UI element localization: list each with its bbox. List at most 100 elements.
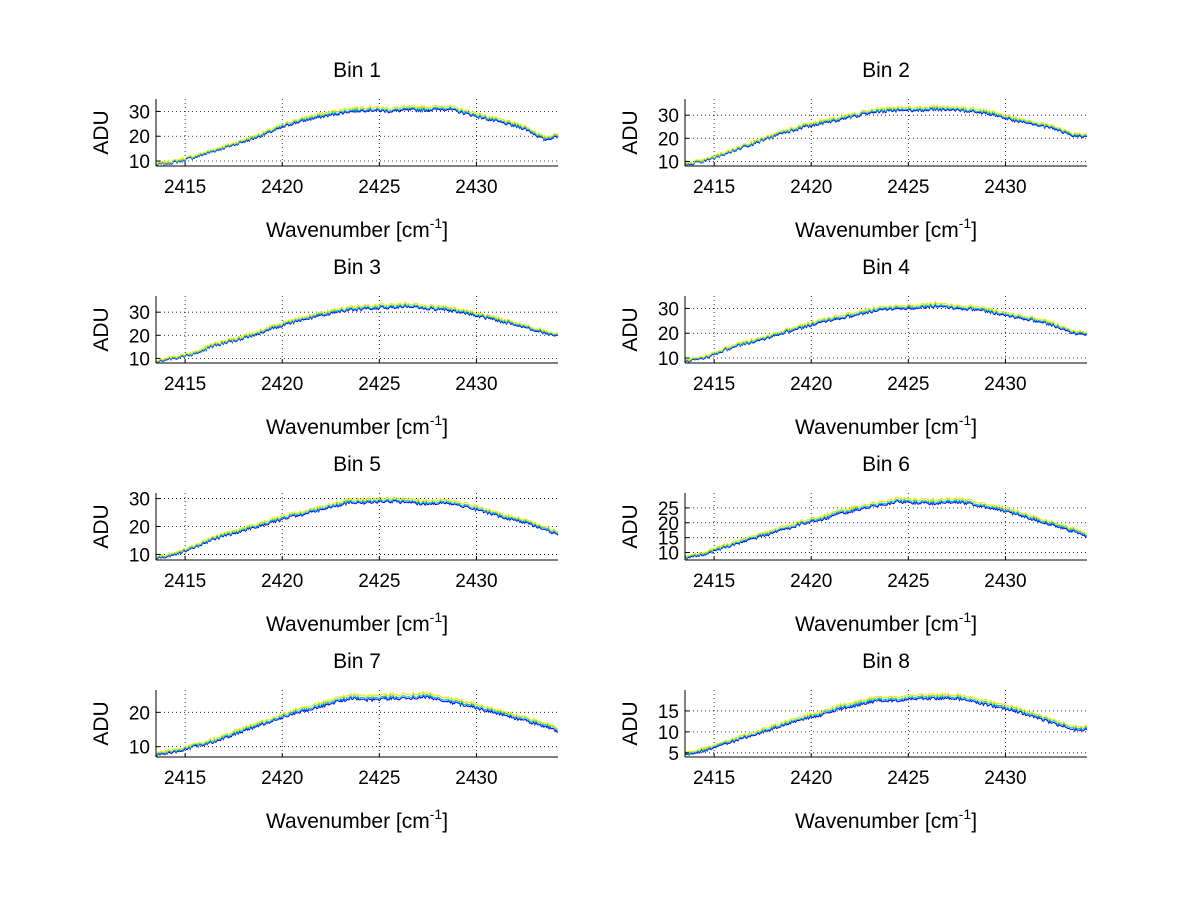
x-axis-label: Wavenumber [cm-1] [795, 412, 977, 439]
x-axis-label-main: Wavenumber [cm [795, 416, 959, 439]
subplot-title: Bin 7 [333, 650, 381, 673]
x-tick-label: 2425 [887, 374, 929, 395]
x-axis-label-close: ] [971, 416, 977, 439]
x-tick-label: 2430 [455, 177, 497, 198]
y-axis-label: ADU [619, 504, 642, 548]
x-axis-label-superscript: -1 [430, 609, 443, 625]
x-tick-label: 2425 [887, 177, 929, 198]
y-axis-label: ADU [619, 701, 642, 745]
subplot-title: Bin 8 [862, 650, 910, 673]
y-tick-label: 10 [658, 152, 679, 173]
x-axis-label-main: Wavenumber [cm [266, 810, 430, 833]
series-line-2 [155, 498, 559, 560]
series-line-1 [155, 499, 559, 560]
series-line-2 [155, 106, 559, 166]
y-axis-label: ADU [90, 307, 113, 351]
y-tick-label: 30 [658, 106, 679, 127]
x-tick-label: 2430 [984, 768, 1026, 789]
subplot-4: 2415 2420 2425 2430 10 20 30 Bin 4 ADU Wavenumber… [619, 256, 1088, 439]
x-tick-label: 2430 [984, 374, 1026, 395]
x-axis-label: Wavenumber [cm-1] [795, 609, 977, 636]
y-tick-label: 15 [658, 529, 679, 550]
x-axis-label-main: Wavenumber [cm [266, 416, 430, 439]
y-tick-label: 30 [129, 303, 150, 324]
x-axis-label: Wavenumber [cm-1] [266, 609, 448, 636]
subplot-7: 2415 2420 2425 2430 10 20 Bin 7 ADU Wavenumber [… [90, 650, 559, 833]
y-axis-label: ADU [90, 110, 113, 154]
plot-area [685, 493, 1087, 560]
x-axis-label-superscript: -1 [959, 412, 972, 428]
series-line-3 [155, 301, 558, 363]
y-tick-label: 20 [658, 324, 679, 345]
x-axis-label-close: ] [442, 810, 448, 833]
x-tick-label: 2425 [887, 768, 929, 789]
x-axis-label: Wavenumber [cm-1] [795, 215, 977, 242]
x-axis-label-main: Wavenumber [cm [266, 613, 430, 636]
y-tick-label: 10 [658, 723, 679, 744]
subplot-title: Bin 1 [333, 59, 381, 82]
plot-area [156, 690, 558, 757]
y-tick-label: 20 [129, 703, 150, 724]
x-axis-label-close: ] [971, 219, 977, 242]
x-axis-label-main: Wavenumber [cm [795, 219, 959, 242]
x-axis-label-superscript: -1 [959, 806, 972, 822]
x-tick-label: 2415 [164, 571, 206, 592]
x-axis-label-close: ] [971, 613, 977, 636]
x-tick-label: 2430 [455, 571, 497, 592]
x-axis-label-main: Wavenumber [cm [266, 219, 430, 242]
y-tick-label: 25 [658, 499, 679, 520]
x-axis-label-superscript: -1 [430, 215, 443, 231]
series-line-1 [155, 695, 559, 757]
y-tick-label: 10 [658, 544, 679, 565]
series-line-1 [684, 499, 1088, 561]
x-axis-label-superscript: -1 [430, 806, 443, 822]
y-axis-label: ADU [90, 504, 113, 548]
series-line-3 [684, 300, 1088, 362]
x-axis-label-close: ] [971, 810, 977, 833]
y-tick-label: 10 [129, 152, 150, 173]
y-tick-label: 10 [129, 738, 150, 759]
x-axis-label: Wavenumber [cm-1] [795, 806, 977, 833]
x-axis-label-superscript: -1 [430, 412, 443, 428]
series-line-2 [684, 694, 1088, 756]
x-tick-label: 2420 [790, 768, 832, 789]
subplot-title: Bin 2 [862, 59, 910, 82]
x-tick-label: 2420 [261, 177, 303, 198]
x-tick-label: 2415 [693, 571, 735, 592]
x-tick-label: 2430 [984, 177, 1026, 198]
series-line-3 [155, 496, 559, 559]
y-tick-label: 20 [658, 514, 679, 535]
x-tick-label: 2425 [358, 374, 400, 395]
x-tick-label: 2425 [887, 571, 929, 592]
x-tick-label: 2425 [358, 571, 400, 592]
series-line-3 [155, 104, 559, 166]
subplot-1: 2415 2420 2425 2430 10 20 30 Bin 1 ADU Wavenumber… [90, 59, 559, 242]
x-tick-label: 2420 [790, 571, 832, 592]
series-line-3 [155, 690, 559, 755]
x-tick-label: 2420 [261, 374, 303, 395]
x-tick-label: 2420 [261, 571, 303, 592]
y-axis-label: ADU [90, 701, 113, 745]
x-axis-label-close: ] [442, 219, 448, 242]
x-axis-label: Wavenumber [cm-1] [266, 412, 448, 439]
series-line-3 [684, 496, 1088, 559]
x-tick-label: 2430 [455, 374, 497, 395]
y-tick-label: 10 [129, 349, 150, 370]
series-line-2 [155, 302, 558, 363]
x-tick-label: 2425 [358, 177, 400, 198]
y-tick-label: 30 [129, 490, 150, 511]
x-tick-label: 2415 [164, 768, 206, 789]
plot-area [156, 296, 558, 363]
y-axis-label: ADU [619, 110, 642, 154]
series-line-2 [684, 498, 1088, 560]
y-tick-label: 15 [658, 702, 679, 723]
y-tick-label: 20 [129, 326, 150, 347]
y-tick-label: 10 [129, 545, 150, 566]
subplot-title: Bin 4 [862, 256, 910, 279]
x-tick-label: 2415 [164, 374, 206, 395]
x-axis-label-close: ] [442, 416, 448, 439]
series-line-3 [684, 103, 1088, 166]
